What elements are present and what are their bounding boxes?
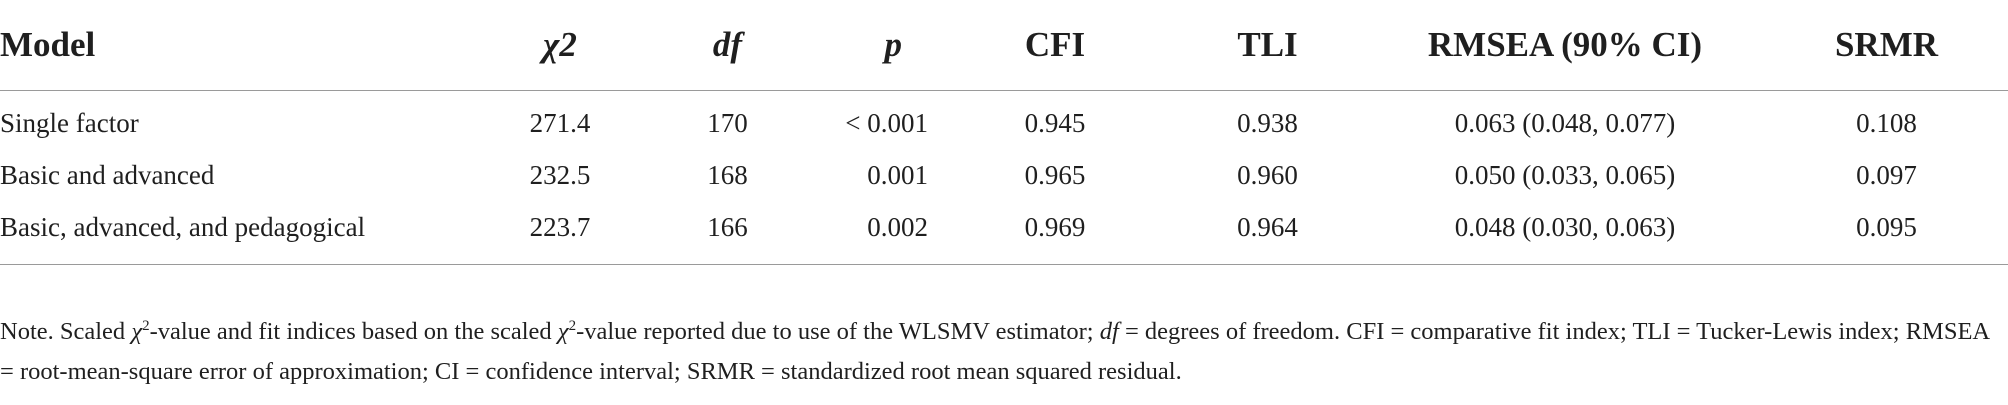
header-rmsea: RMSEA (90% CI) <box>1365 0 1765 91</box>
cell-srmr: 0.095 <box>1856 211 1917 242</box>
note-chi-symbol: χ <box>557 318 569 345</box>
header-chi-square: χ2 <box>460 0 660 91</box>
cell-chi-square: 223.7 <box>529 211 591 242</box>
header-p: p <box>795 0 940 91</box>
cell-rmsea: 0.063 (0.048, 0.077) <box>1454 107 1676 138</box>
cell-srmr: 0.097 <box>1856 159 1917 190</box>
table-bottom-rule <box>0 264 2008 265</box>
cell-tli: 0.938 <box>1237 107 1298 138</box>
note-text-4: = degrees of freedom. CFI = comparative … <box>0 318 1989 385</box>
table-row: Single factor 271.4 170 < 0.001 0.945 0.… <box>0 91 2008 150</box>
note-df-italic: df <box>1099 318 1119 345</box>
header-df: df <box>660 0 795 91</box>
cell-chi-square: 232.5 <box>529 159 591 190</box>
fit-indices-table: Model χ2 df p CFI TLI RMSEA (90% CI) SRM… <box>0 0 2008 257</box>
cell-rmsea: 0.050 (0.033, 0.065) <box>1454 159 1676 190</box>
cell-model: Basic, advanced, and pedagogical <box>0 211 366 242</box>
cell-df: 170 <box>707 107 748 138</box>
note-text-3: -value reported due to use of the WLSMV … <box>576 318 1100 345</box>
table-row: Basic and advanced 232.5 168 0.001 0.965… <box>0 149 2008 201</box>
cell-p: 0.001 <box>867 159 928 190</box>
cell-srmr: 0.108 <box>1856 107 1917 138</box>
cell-tli: 0.964 <box>1237 211 1298 242</box>
header-model: Model <box>0 0 460 91</box>
cell-chi-square: 271.4 <box>529 107 591 138</box>
cell-df: 168 <box>707 159 748 190</box>
table-row: Basic, advanced, and pedagogical 223.7 1… <box>0 201 2008 257</box>
fit-indices-table-container: Model χ2 df p CFI TLI RMSEA (90% CI) SRM… <box>0 0 2008 257</box>
cell-cfi: 0.945 <box>1024 107 1086 138</box>
cell-cfi: 0.969 <box>1024 211 1086 242</box>
note-superscript: 2 <box>142 317 150 334</box>
cell-cfi: 0.965 <box>1024 159 1086 190</box>
cell-tli: 0.960 <box>1237 159 1298 190</box>
header-cfi: CFI <box>940 0 1170 91</box>
table-header-row: Model χ2 df p CFI TLI RMSEA (90% CI) SRM… <box>0 0 2008 91</box>
cell-p: 0.002 <box>867 211 928 242</box>
cell-df: 166 <box>707 211 748 242</box>
note-chi-symbol: χ <box>131 318 143 345</box>
note-superscript: 2 <box>568 317 577 334</box>
cell-rmsea: 0.048 (0.030, 0.063) <box>1454 211 1676 242</box>
cell-p: < 0.001 <box>845 107 928 138</box>
cell-model: Basic and advanced <box>0 159 215 190</box>
note-text-1: Note. Scaled <box>0 318 132 345</box>
table-footnote: Note. Scaled χ2-value and fit indices ba… <box>0 312 2000 392</box>
header-tli: TLI <box>1170 0 1365 91</box>
note-text-2: -value and fit indices based on the scal… <box>149 318 558 345</box>
cell-model: Single factor <box>0 107 139 138</box>
header-srmr: SRMR <box>1765 0 2008 91</box>
